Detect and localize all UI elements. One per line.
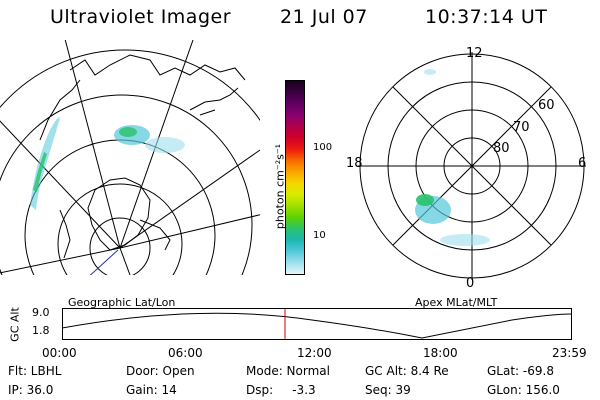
mlt-label-12: 12 [466,46,483,61]
date-label: 21 Jul 07 [280,6,368,28]
info-dsp: Dsp: -3.3 [246,383,316,397]
timeline-xtick-0000: 00:00 [42,346,77,360]
geographic-panel-label: Geographic Lat/Lon [68,296,176,309]
info-glon: GLon: 156.0 [487,383,560,397]
timeline-ylabel: GC Alt [8,307,22,342]
info-ip: IP: 36.0 [8,383,54,397]
mlat-label-60: 60 [538,98,555,113]
info-mode: Mode: Normal [246,364,330,378]
mlat-label-80: 80 [493,141,510,156]
info-gain: Gain: 14 [126,383,177,397]
timeline-ytick-top: 9.0 [32,306,50,319]
mlt-label-6: 6 [578,156,587,171]
info-seq: Seq: 39 [365,383,411,397]
info-gcalt: GC Alt: 8.4 Re [365,364,449,378]
timeline-xtick-2359: 23:59 [552,346,587,360]
colorbar-unit-label: photon cm⁻²s⁻¹ [273,143,287,230]
info-door: Door: Open [126,364,195,378]
polar-plot [358,52,586,280]
polar-panel-label: Apex MLat/MLT [415,296,498,309]
time-label: 10:37:14 UT [425,6,548,28]
geographic-map [0,40,260,275]
timeline-ytick-bottom: 1.8 [32,324,50,337]
timeline-xtick-1800: 18:00 [423,346,458,360]
mlt-label-18: 18 [346,156,363,171]
altitude-timeline [62,308,572,340]
instrument-title: Ultraviolet Imager [50,6,232,28]
timeline-xtick-0600: 06:00 [168,346,203,360]
info-glat: GLat: -69.8 [487,364,554,378]
colorbar-tick-100: 100 [313,142,333,153]
colorbar-tick-10: 10 [313,230,326,241]
mlat-label-70: 70 [513,120,530,135]
timeline-xtick-1200: 12:00 [297,346,332,360]
mlt-label-0: 0 [466,276,475,291]
colorbar [285,80,305,275]
info-flt: Flt: LBHL [8,364,62,378]
